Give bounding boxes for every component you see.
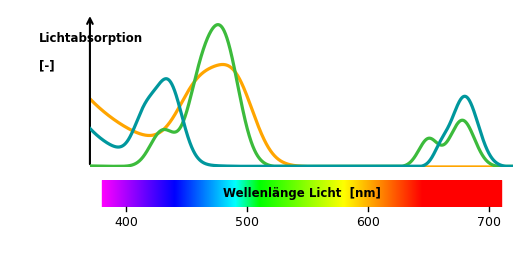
- Text: Lichtabsorption: Lichtabsorption: [39, 32, 143, 45]
- Text: Wellenlänge Licht  [nm]: Wellenlänge Licht [nm]: [223, 187, 380, 200]
- Text: 700: 700: [477, 216, 501, 229]
- Text: 600: 600: [356, 216, 380, 229]
- Text: 500: 500: [235, 216, 259, 229]
- Text: [-]: [-]: [39, 59, 55, 72]
- Text: 400: 400: [114, 216, 138, 229]
